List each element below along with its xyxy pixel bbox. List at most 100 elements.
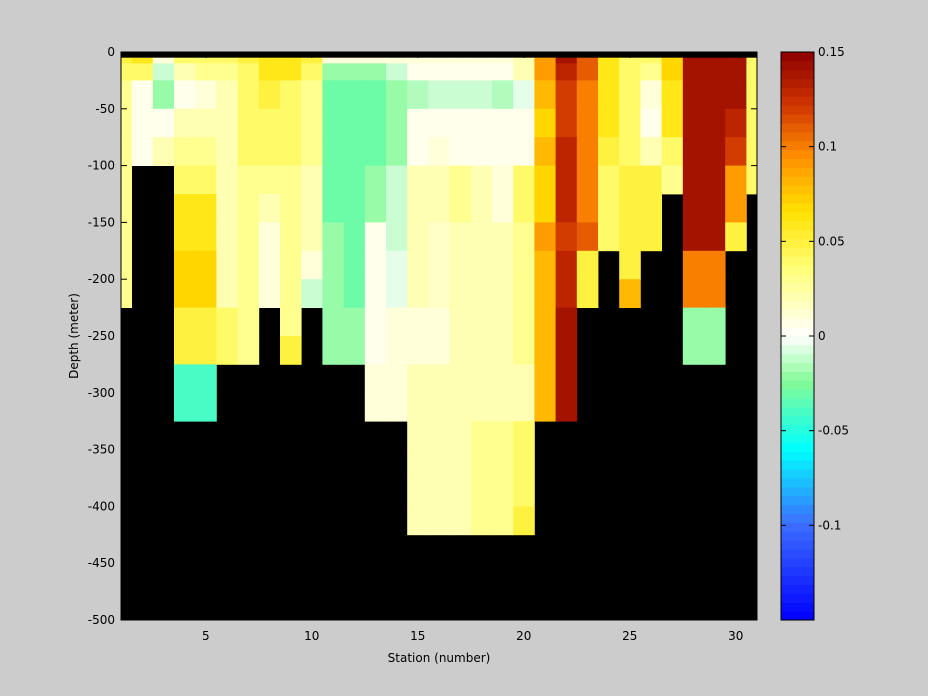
y-tick-label: -300 [88,386,115,400]
heatmap-cell [407,80,429,110]
heatmap-cell [280,307,302,337]
heatmap-cell [174,137,196,166]
heatmap-cell [428,336,450,365]
heatmap-cell [131,80,154,110]
colorbar-swatch [781,433,814,444]
y-tick-label: -150 [88,215,115,229]
heatmap-cell [449,165,472,195]
y-tick-label: -350 [88,443,115,457]
heatmap-cell [576,165,599,195]
heatmap-cell [258,250,281,280]
heatmap-cell [322,57,344,64]
heatmap-cell [470,250,493,280]
heatmap-cell [428,63,450,81]
colorbar-swatch [781,176,814,186]
colorbar-axis: 0.15 0.1 0.05 0 -0.05 -0.1 [781,45,849,532]
heatmap-cell [661,137,684,166]
heatmap-cell [470,57,493,64]
heatmap-cell [576,194,599,223]
colorbar-swatch [781,362,814,373]
heatmap-cell [428,108,450,138]
heatmap-cell [513,222,535,252]
heatmap-cell [121,250,132,280]
heatmap-cell [258,165,281,195]
colorbar-swatch [781,309,814,319]
heatmap-cell [407,336,429,365]
heatmap-cell [725,165,747,195]
heatmap-cell [704,165,726,195]
colorbar-swatch [781,202,814,213]
heatmap-cell [682,250,705,280]
heatmap-cell [746,80,758,110]
heatmap-cell [576,250,599,280]
heatmap-cell [449,57,472,64]
heatmap-cell [386,307,408,337]
heatmap-cell [322,165,344,195]
heatmap-cell [364,137,387,166]
heatmap-cell [195,63,217,81]
colorbar-swatch [781,149,814,160]
heatmap-cell [534,250,556,280]
heatmap-cell [386,63,408,81]
heatmap-cell [428,392,450,422]
colorbar-swatch [781,513,814,523]
heatmap-cell [216,307,238,337]
heatmap-cell [174,108,196,138]
heatmap-cell [407,506,429,536]
y-tick-label: -400 [88,499,115,513]
colorbar-tick-label: 0 [818,329,826,343]
heatmap-cell [470,421,493,450]
heatmap-cell [428,421,450,450]
colorbar-swatch [781,220,814,231]
heatmap-cell [449,279,472,308]
heatmap-cell [640,80,662,110]
heatmap-cell [704,108,726,138]
heatmap-cell [598,80,620,110]
heatmap-cell [534,108,556,138]
heatmap-cell [725,57,747,64]
heatmap-cell [470,307,493,337]
colorbar-swatch [781,273,814,284]
heatmap-cell [492,478,514,507]
heatmap-cell [725,63,747,81]
colorbar-swatch [781,105,814,115]
heatmap-cell [152,108,175,138]
colorbar-swatch [781,300,814,310]
heatmap-cell [534,279,556,308]
colorbar-swatch [781,336,814,346]
heatmap-cell [301,63,323,81]
heatmap-cell [470,137,493,166]
heatmap-cell [704,336,726,365]
heatmap-cell [258,80,281,110]
heatmap-cell [534,57,556,64]
colorbar-tick-label: 0.1 [818,140,837,154]
heatmap-cell [407,222,429,252]
heatmap-cell [682,80,705,110]
heatmap-cell [364,108,387,138]
heatmap-cell [513,421,535,450]
colorbar-swatch [781,398,814,408]
heatmap-cell [682,57,705,64]
y-tick-label: -500 [88,613,115,627]
heatmap-cells [121,52,758,620]
heatmap-cell [534,222,556,252]
heatmap-cell [449,364,472,394]
heatmap-cell [640,108,662,138]
x-axis-label: Station (number) [388,651,491,665]
heatmap-cell [619,279,641,308]
heatmap-cell [428,506,450,536]
heatmap-cell [343,80,366,110]
heatmap-cell [619,194,641,223]
colorbar-swatch [781,549,814,559]
heatmap-cell [598,165,620,195]
heatmap-cell [661,165,684,195]
heatmap-cell [216,137,238,166]
heatmap-cell [301,222,323,252]
colorbar-swatch [781,353,814,364]
heatmap-cell [682,137,705,166]
heatmap-cell [322,250,344,280]
heatmap-cell [619,80,641,110]
heatmap-cell [174,364,196,394]
heatmap-cell [407,165,429,195]
heatmap-cell [364,307,387,337]
